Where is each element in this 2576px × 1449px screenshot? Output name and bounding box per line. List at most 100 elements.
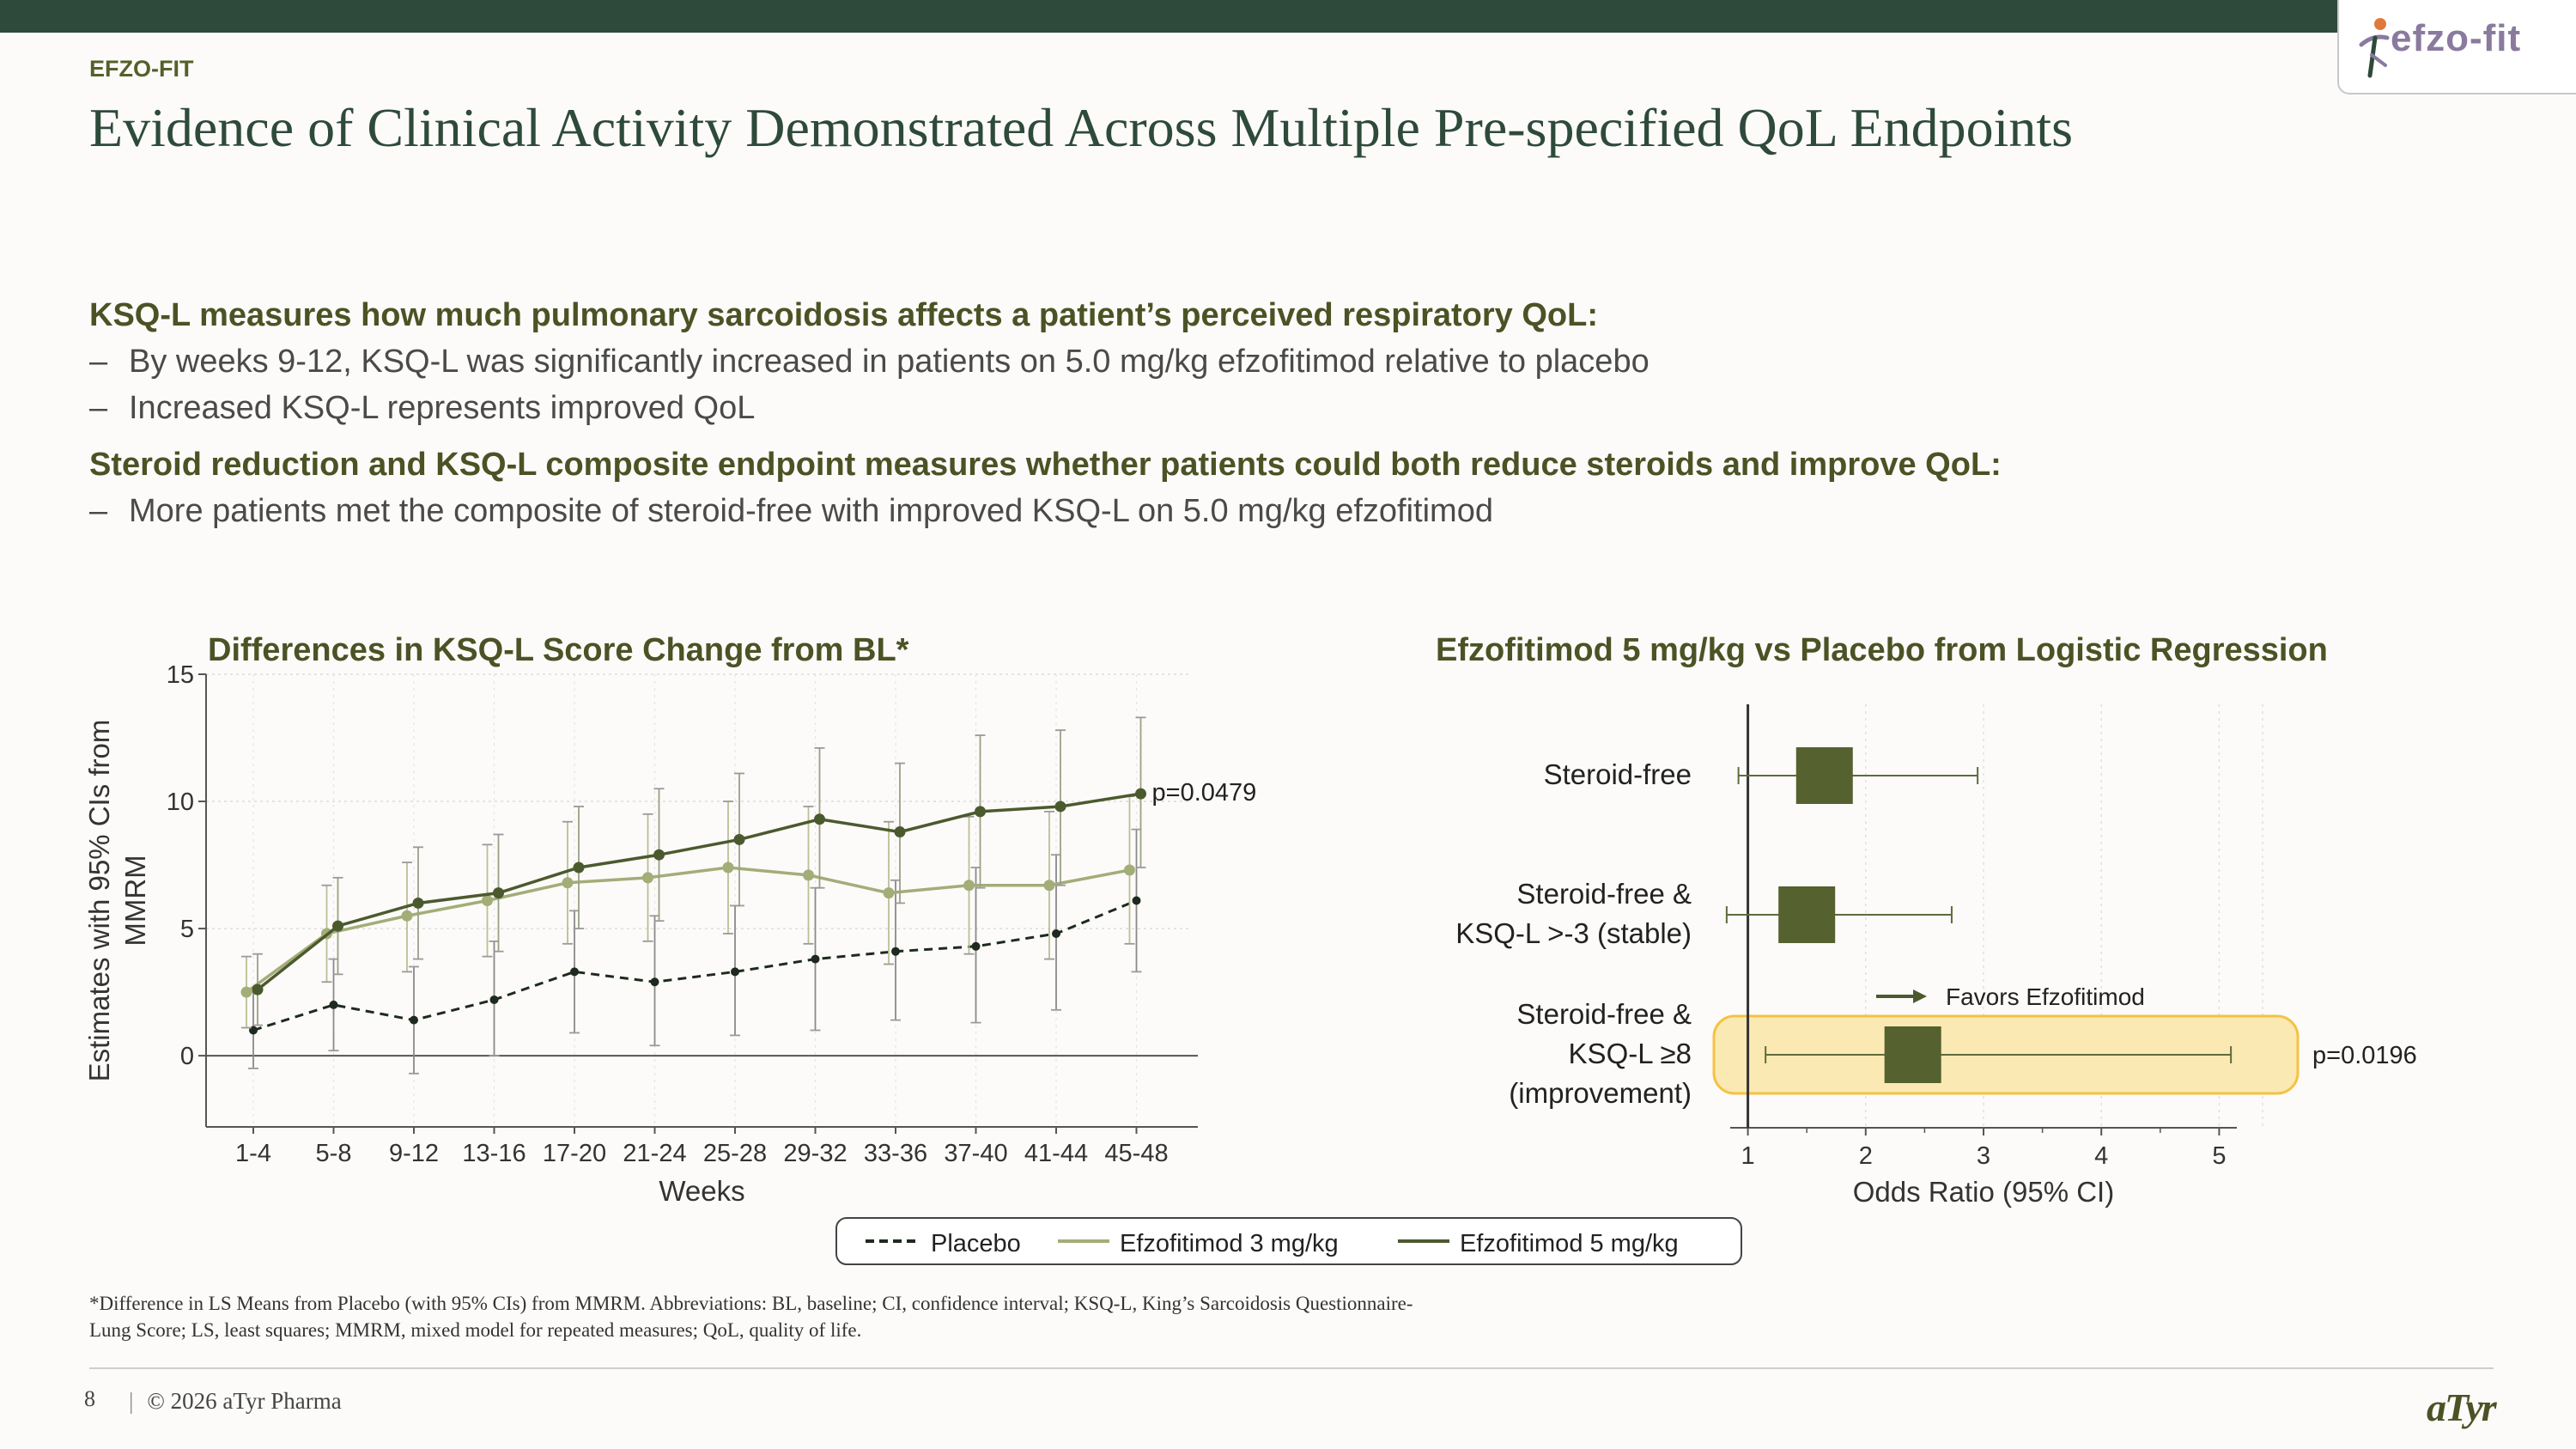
data-point [329, 1000, 338, 1009]
x-tick-label: 29-32 [783, 1140, 847, 1167]
page-title: Evidence of Clinical Activity Demonstrat… [89, 97, 2074, 158]
legend-label-placebo: Placebo [931, 1230, 1021, 1257]
data-point [642, 872, 653, 884]
legend: Placebo Efzofitimod 3 mg/kg Efzofitimod … [835, 1217, 1742, 1265]
data-point [1124, 864, 1135, 876]
data-point [332, 920, 343, 932]
line-chart-title: Differences in KSQ-L Score Change from B… [208, 632, 909, 668]
x-tick-label: 13-16 [462, 1140, 526, 1167]
footer-divider [89, 1367, 2494, 1369]
data-point [1135, 788, 1146, 800]
page-number: 8 [84, 1386, 95, 1411]
y-tick-label: 10 [167, 788, 194, 816]
y-tick-label: 5 [180, 916, 194, 943]
data-point [493, 887, 504, 899]
data-point [653, 849, 665, 861]
data-point [963, 880, 975, 892]
row-label: KSQ-L >-3 (stable) [1455, 917, 1692, 949]
atyr-logo: aTyr [2427, 1385, 2497, 1429]
data-point [1052, 928, 1060, 938]
data-point [1132, 896, 1141, 905]
data-point [573, 861, 585, 874]
data-point [412, 897, 424, 909]
data-point [803, 869, 814, 881]
bullet-dash: – [89, 390, 108, 426]
bullet-dash: – [89, 493, 108, 529]
x-tick-label: 21-24 [623, 1140, 686, 1167]
y-tick-label: 15 [167, 661, 194, 689]
copyright-text: © 2026 aTyr Pharma [147, 1388, 342, 1414]
bullet-text: Increased KSQ-L represents improved QoL [129, 390, 756, 426]
data-point [650, 977, 659, 987]
row-label: Steroid-free [1544, 758, 1692, 790]
x-tick-label: 45-48 [1104, 1140, 1168, 1167]
kicker: EFZO-FIT [89, 56, 194, 82]
row-label: Steroid-free & [1516, 878, 1692, 910]
x-tick-label: 9-12 [389, 1140, 439, 1167]
row-label: Steroid-free & [1516, 998, 1692, 1030]
row-label: (improvement) [1509, 1077, 1692, 1109]
data-point [410, 1015, 418, 1025]
x-tick-label: 5-8 [316, 1140, 352, 1167]
footnote: *Difference in LS Means from Placebo (wi… [89, 1293, 1413, 1341]
x-tick-label: 41-44 [1024, 1140, 1088, 1167]
data-point [252, 983, 264, 995]
top-bar [0, 0, 2576, 33]
bullet-text: More patients met the composite of stero… [129, 493, 1493, 529]
odds-ratio-marker [1795, 747, 1853, 804]
forest-chart-title: Efzofitimod 5 mg/kg vs Placebo from Logi… [1436, 632, 2328, 668]
data-point [883, 887, 895, 899]
x-tick-label: 2 [1859, 1142, 1873, 1170]
bullet-improved: – Increased KSQ-L represents improved QoL [89, 390, 755, 427]
copyright: | © 2026 aTyr Pharma [129, 1388, 342, 1415]
p-value-annotation: p=0.0196 [2312, 1042, 2417, 1069]
favors-label: Favors Efzofitimod [1946, 983, 2145, 1010]
x-axis-label: Weeks [659, 1175, 744, 1207]
x-tick-label: 25-28 [703, 1140, 767, 1167]
runner-icon [2359, 18, 2390, 78]
legend-label-efzo5: Efzofitimod 5 mg/kg [1460, 1230, 1679, 1257]
series-line [252, 899, 1138, 1032]
data-point [731, 967, 739, 977]
x-tick-label: 17-20 [543, 1140, 606, 1167]
data-point [891, 947, 900, 956]
data-point [240, 986, 252, 998]
line-chart: 0 5 10 15 1-4 5-8 9-12 13-16 17-20 21-24 25-28 29-3… [83, 661, 1257, 1207]
data-point [733, 833, 745, 845]
y-tick-label: 0 [180, 1043, 194, 1070]
legend-label-efzo3: Efzofitimod 3 mg/kg [1120, 1230, 1339, 1257]
data-point [971, 941, 981, 951]
footer-separator: | [129, 1388, 134, 1414]
x-tick-label: 33-36 [864, 1140, 927, 1167]
data-point [1054, 801, 1066, 813]
data-point [562, 877, 574, 889]
bullet-weeks: – By weeks 9-12, KSQ-L was significantly … [89, 344, 1649, 381]
x-axis-label: Odds Ratio (95% CI) [1853, 1176, 2114, 1208]
x-tick-label: 1 [1741, 1142, 1755, 1170]
logo-text: efzo-fit [2391, 17, 2522, 59]
efzo-fit-logo: efzo-fit [2337, 0, 2576, 94]
data-point [401, 910, 413, 922]
forest-chart: 1 2 3 4 5 Odds Ratio (95% CI) Steroid-free Ster… [1455, 704, 2417, 1208]
row-label: KSQ-L ≥8 [1569, 1038, 1692, 1069]
data-point [570, 967, 579, 977]
x-tick-label: 5 [2212, 1142, 2226, 1170]
x-tick-label: 1-4 [235, 1140, 271, 1167]
y-axis-label-line: MMRM [119, 855, 151, 946]
x-tick-label: 4 [2094, 1142, 2108, 1170]
heading-steroid: Steroid reduction and KSQ-L composite en… [89, 447, 2002, 483]
favors-arrowhead [1913, 989, 1927, 1003]
bullet-dash: – [89, 344, 108, 380]
y-axis-label: Estimates with 95% CIs from MMRM [83, 720, 151, 1082]
bullet-composite: – More patients met the composite of ster… [89, 493, 1493, 530]
bullet-text: By weeks 9-12, KSQ-L was significantly i… [129, 344, 1649, 380]
series-line [256, 792, 1141, 991]
data-point [814, 813, 825, 825]
p-value-annotation: p=0.0479 [1152, 779, 1257, 807]
odds-ratio-marker [1884, 1026, 1941, 1083]
y-axis-label-line: Estimates with 95% CIs from [83, 720, 115, 1082]
heading-ksql: KSQ-L measures how much pulmonary sarcoi… [89, 297, 1598, 333]
odds-ratio-marker [1778, 886, 1836, 943]
data-point [489, 995, 499, 1004]
x-tick-label: 37-40 [944, 1140, 1007, 1167]
